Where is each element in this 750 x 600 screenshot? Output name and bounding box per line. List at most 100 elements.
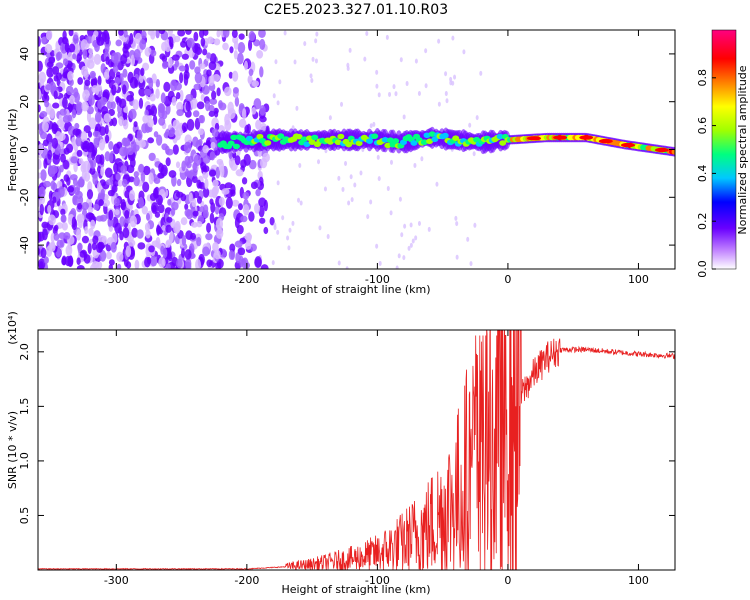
noise-cell <box>83 254 91 264</box>
noise-cell <box>444 71 448 77</box>
noise-cell <box>122 227 130 239</box>
noise-cell <box>38 247 41 256</box>
noise-cell <box>96 181 102 193</box>
noise-cell <box>161 41 168 52</box>
noise-cell <box>251 80 260 88</box>
noise-cell <box>56 119 64 128</box>
noise-cell <box>230 189 236 197</box>
noise-cell <box>114 222 122 234</box>
noise-cell <box>437 38 441 44</box>
noise-cell <box>231 151 237 159</box>
noise-cell <box>155 30 160 39</box>
noise-cell <box>208 104 215 112</box>
noise-cell <box>212 73 221 82</box>
noise-cell <box>445 98 449 104</box>
noise-cell <box>192 161 198 171</box>
noise-cell <box>181 248 186 258</box>
noise-cell <box>258 30 266 38</box>
noise-cell <box>216 30 221 38</box>
noise-cell <box>238 118 247 128</box>
signal-cell <box>230 134 238 141</box>
noise-cell <box>328 115 332 121</box>
top-x-ticks: -300 -200 -100 0 100 <box>104 30 649 286</box>
noise-cell <box>133 48 141 61</box>
noise-cell <box>59 238 65 248</box>
noise-cell <box>145 229 151 239</box>
noise-cell <box>244 232 253 241</box>
noise-cell <box>167 131 175 138</box>
noise-cell <box>169 36 174 48</box>
noise-cell <box>143 88 152 96</box>
noise-cell <box>87 206 94 214</box>
noise-cell <box>148 152 156 162</box>
noise-cell <box>254 203 261 214</box>
noise-cell <box>237 247 246 256</box>
noise-cell <box>369 123 373 129</box>
noise-cell <box>184 155 191 166</box>
bottom-x-axis-label: Height of straight line (km) <box>281 583 430 596</box>
noise-cell <box>229 243 236 253</box>
noise-cell <box>120 164 127 174</box>
noise-cell <box>169 231 174 243</box>
noise-cell <box>53 90 58 100</box>
top-x-tick-label: 100 <box>628 273 649 286</box>
noise-cell <box>194 72 203 84</box>
noise-cell <box>253 98 262 110</box>
noise-cell <box>64 42 70 53</box>
noise-cell <box>407 245 411 251</box>
noise-cell <box>81 235 90 244</box>
noise-cell <box>123 137 131 147</box>
noise-cell <box>258 197 267 208</box>
noise-cell <box>82 140 90 153</box>
noise-cell <box>51 137 59 149</box>
noise-cell <box>449 76 453 82</box>
noise-cell <box>119 73 124 84</box>
noise-cell <box>417 221 421 227</box>
noise-cell <box>215 218 224 230</box>
noise-cell <box>116 263 122 269</box>
noise-cell <box>216 258 224 269</box>
noise-cell <box>236 52 244 65</box>
signal-cell <box>345 141 353 148</box>
noise-cell <box>128 108 137 120</box>
noise-cell <box>165 263 171 269</box>
noise-cell <box>180 217 188 226</box>
noise-cell <box>91 85 99 93</box>
noise-cell <box>157 203 165 214</box>
noise-cell <box>451 80 455 86</box>
signal-cell <box>496 133 504 140</box>
noise-cell <box>138 196 145 209</box>
noise-cell <box>134 259 140 269</box>
noise-cell <box>175 91 181 100</box>
noise-cell <box>60 153 66 163</box>
noise-cell <box>38 60 43 72</box>
noise-cell <box>435 181 439 187</box>
noise-cell <box>69 95 76 105</box>
noise-cell <box>195 258 202 269</box>
noise-cell <box>100 166 105 177</box>
noise-cell <box>244 60 249 71</box>
noise-cell <box>276 100 280 106</box>
noise-cell <box>88 53 94 64</box>
noise-cell <box>83 125 91 134</box>
noise-cell <box>118 146 127 157</box>
noise-cell <box>235 169 244 177</box>
noise-cell <box>475 115 479 121</box>
noise-cell <box>52 154 61 165</box>
noise-cell <box>248 30 256 42</box>
noise-cell <box>281 215 285 221</box>
noise-cell <box>77 178 85 188</box>
bottom-y-tick-label: 1.0 <box>18 452 31 470</box>
noise-cell <box>303 41 307 47</box>
noise-cell <box>341 186 345 192</box>
noise-cell <box>200 37 206 47</box>
noise-cell <box>385 34 389 40</box>
bottom-x-tick-label: -300 <box>104 574 129 587</box>
noise-cell <box>49 107 56 119</box>
noise-cell <box>224 182 233 189</box>
noise-cell <box>108 141 114 150</box>
noise-cell <box>82 49 88 60</box>
noise-cell <box>81 169 87 180</box>
noise-cell <box>228 156 234 169</box>
